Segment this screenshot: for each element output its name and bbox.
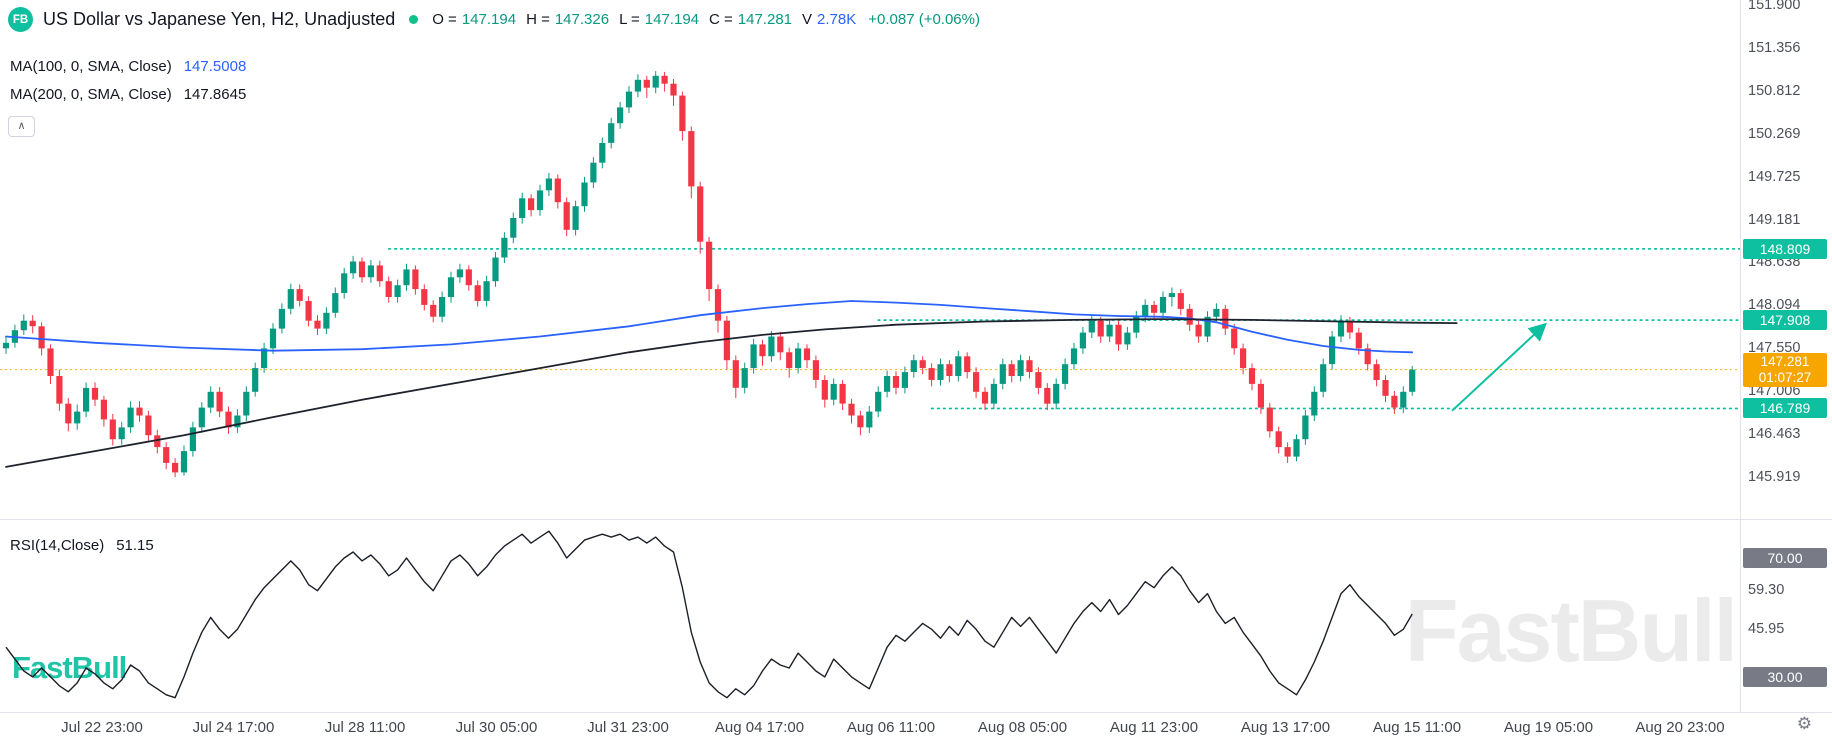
symbol-info-bar: FB US Dollar vs Japanese Yen, H2, Unadju… <box>8 7 980 32</box>
price-tick: 147.550 <box>1748 340 1801 357</box>
price-tick: 151.900 <box>1748 0 1801 13</box>
time-tick: Aug 15 11:00 <box>1372 719 1462 736</box>
price-tick: 149.725 <box>1748 168 1801 185</box>
time-tick: Aug 19 05:00 <box>1503 719 1594 736</box>
volume-value: V 2.78K <box>802 11 857 28</box>
time-tick: Aug 08 05:00 <box>977 719 1068 736</box>
level-price-badge: 148.809 <box>1743 238 1827 259</box>
low-value: L = 147.194 <box>619 11 700 28</box>
rsi-value: 51.15 <box>116 537 154 554</box>
ma200-value: 147.8645 <box>183 86 247 103</box>
price-tick: 150.269 <box>1748 125 1801 142</box>
rsi-level-badge: 30.00 <box>1743 666 1827 687</box>
price-tick: 145.919 <box>1748 469 1801 486</box>
rsi-level-badge: 70.00 <box>1743 547 1827 568</box>
time-tick: Aug 11 23:00 <box>1109 719 1199 736</box>
time-tick: Aug 06 11:00 <box>846 719 936 736</box>
time-tick: Jul 24 17:00 <box>192 719 275 736</box>
fastbull-logo[interactable]: FB <box>8 7 33 32</box>
time-tick: Aug 04 17:00 <box>714 719 805 736</box>
ma100-legend: MA(100, 0, SMA, Close) 147.5008 <box>10 58 246 75</box>
high-value: H = 147.326 <box>526 11 610 28</box>
time-tick: Aug 13 17:00 <box>1240 719 1331 736</box>
settings-gear-icon[interactable]: ⚙ <box>1796 714 1812 733</box>
change-value: +0.087 (+0.06%) <box>868 11 980 28</box>
collapse-indicators-button[interactable]: ∧ <box>8 116 35 137</box>
price-tick: 148.094 <box>1748 297 1801 314</box>
level-price-badge: 146.789 <box>1743 398 1827 419</box>
rsi-legend: RSI(14,Close) 51.15 <box>10 537 154 554</box>
symbol-title[interactable]: US Dollar vs Japanese Yen, H2, Unadjuste… <box>43 9 396 29</box>
ma200-label: MA(200, 0, SMA, Close) <box>10 86 172 103</box>
price-tick: 151.356 <box>1748 39 1801 56</box>
ma100-label: MA(100, 0, SMA, Close) <box>10 58 172 75</box>
fastbull-watermark-small: FastBull <box>12 650 127 685</box>
price-tick: 149.181 <box>1748 211 1801 228</box>
close-value: C = 147.281 <box>709 11 793 28</box>
ma100-value: 147.5008 <box>183 58 247 75</box>
current-price-badge: 147.281 01:07:27 <box>1743 352 1827 387</box>
open-value: O = 147.194 <box>432 11 517 28</box>
market-status-dot <box>409 15 419 24</box>
chevron-up-icon: ∧ <box>17 120 26 132</box>
time-tick: Aug 20 23:00 <box>1635 719 1725 736</box>
time-axis[interactable]: Jul 22 23:00 Jul 24 17:00 Jul 28 11:00 Jul … <box>0 713 1832 741</box>
level-price-badge: 147.908 <box>1743 310 1827 331</box>
price-tick: 150.812 <box>1748 82 1801 99</box>
price-axis[interactable]: 151.900 151.356 150.812 150.269 149.725 149.1… <box>1741 0 1832 712</box>
rsi-tick: 45.95 <box>1748 621 1785 638</box>
fastbull-watermark-large: FastBull <box>1404 581 1738 680</box>
price-tick: 146.463 <box>1748 426 1801 443</box>
time-tick: Jul 31 23:00 <box>587 719 669 736</box>
ma200-legend: MA(200, 0, SMA, Close) 147.8645 <box>10 86 246 103</box>
time-tick: Jul 30 05:00 <box>455 719 538 736</box>
rsi-tick: 59.30 <box>1748 581 1785 598</box>
rsi-label: RSI(14,Close) <box>10 537 105 554</box>
time-tick: Jul 22 23:00 <box>61 719 143 736</box>
price-tick: 147.006 <box>1748 383 1801 400</box>
time-tick: Jul 28 11:00 <box>324 719 406 736</box>
